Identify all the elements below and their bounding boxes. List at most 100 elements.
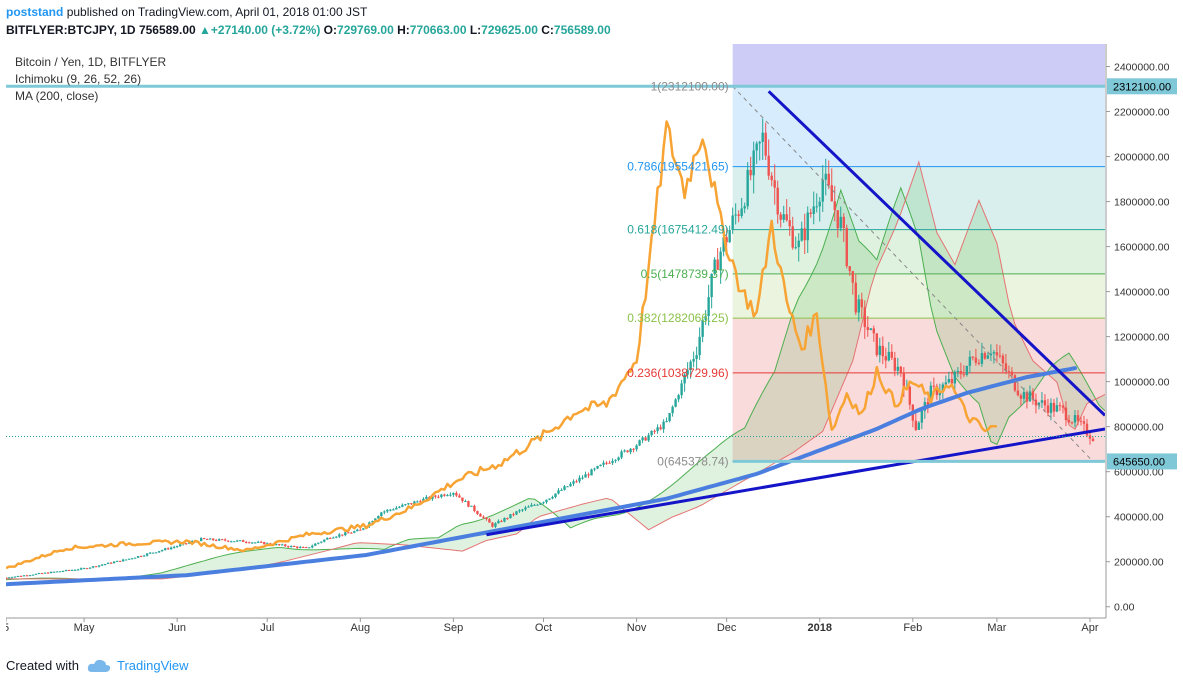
candle-body bbox=[10, 577, 14, 579]
candle-body bbox=[184, 543, 188, 545]
candle-body bbox=[719, 251, 722, 270]
created-with-label: Created with bbox=[6, 658, 79, 673]
candle-body bbox=[491, 522, 494, 527]
last-price: 756589.00 bbox=[138, 23, 196, 37]
x-tick-label: Apr bbox=[1081, 622, 1098, 634]
candle-body bbox=[980, 353, 984, 364]
candle-body bbox=[208, 538, 212, 540]
candle-body bbox=[287, 546, 290, 548]
candle-body bbox=[569, 483, 572, 487]
candle-body bbox=[347, 532, 350, 534]
author-link[interactable]: poststand bbox=[6, 5, 64, 19]
candle-body bbox=[323, 539, 326, 542]
candle-body bbox=[410, 503, 413, 505]
candle-body bbox=[920, 410, 924, 423]
candle-body bbox=[1076, 415, 1080, 421]
legend-ichimoku[interactable]: Ichimoku (9, 26, 52, 26) bbox=[15, 72, 142, 86]
candle-body bbox=[79, 568, 83, 570]
footer: Created with TradingView bbox=[6, 658, 189, 673]
candle-body bbox=[728, 230, 731, 243]
candle-body bbox=[1064, 407, 1068, 421]
candle-body bbox=[950, 378, 954, 384]
candle-body bbox=[335, 536, 338, 538]
price-change: +27140.00 (+3.72%) bbox=[210, 23, 321, 37]
candle-body bbox=[605, 462, 608, 464]
candle-body bbox=[22, 575, 26, 577]
legend-title: Bitcoin / Yen, 1D, BITFLYER bbox=[15, 55, 167, 69]
candle-body bbox=[326, 537, 329, 540]
candle-body bbox=[599, 464, 602, 467]
candle-body bbox=[1070, 422, 1074, 424]
candle-body bbox=[260, 541, 263, 543]
candle-body bbox=[797, 240, 800, 248]
fib-label-1: 1(2312100.00) bbox=[651, 79, 729, 93]
candle-body bbox=[878, 345, 881, 356]
candle-body bbox=[389, 509, 392, 511]
candle-body bbox=[548, 498, 551, 500]
candle-body bbox=[175, 546, 179, 548]
candle-body bbox=[500, 520, 503, 522]
symbol-label: BITFLYER:BTCJPY, 1D bbox=[6, 23, 136, 37]
candle-body bbox=[482, 516, 485, 518]
candle-body bbox=[875, 333, 878, 356]
candle-body bbox=[121, 559, 125, 562]
candle-body bbox=[227, 540, 230, 542]
candle-body bbox=[929, 385, 933, 406]
candle-body bbox=[488, 519, 491, 523]
candle-body bbox=[1022, 392, 1026, 399]
candle-body bbox=[758, 141, 761, 144]
candle-body bbox=[821, 179, 824, 202]
candle-body bbox=[190, 541, 194, 543]
x-tick-label: May bbox=[74, 622, 95, 634]
candle-body bbox=[941, 384, 945, 392]
candle-body bbox=[785, 214, 788, 221]
candle-body bbox=[320, 541, 323, 543]
candle-body bbox=[497, 520, 500, 524]
candle-body bbox=[575, 481, 578, 483]
x-tick-label: Jun bbox=[168, 622, 186, 634]
fib-label-0.236: 0.236(1038729.96) bbox=[627, 366, 728, 380]
candle-body bbox=[803, 228, 806, 241]
legend-ma[interactable]: MA (200, close) bbox=[15, 89, 99, 103]
x-tick-label: Nov bbox=[627, 622, 647, 634]
candle-body bbox=[755, 143, 758, 151]
candle-body bbox=[674, 399, 677, 407]
candle-body bbox=[551, 497, 554, 499]
candle-body bbox=[752, 150, 755, 176]
candle-body bbox=[563, 486, 566, 490]
candle-body bbox=[1085, 423, 1089, 436]
tradingview-link[interactable]: TradingView bbox=[116, 658, 189, 673]
candle-body bbox=[644, 437, 647, 441]
candle-body bbox=[1082, 421, 1086, 424]
price-chart[interactable]: 1(2312100.00) 0.786(1955421.65) 0.618(1675… bbox=[6, 44, 1177, 634]
candle-body bbox=[458, 495, 461, 498]
candle-body bbox=[55, 571, 59, 573]
candle-body bbox=[764, 132, 767, 156]
candle-body bbox=[205, 538, 209, 540]
candle-body bbox=[884, 356, 888, 361]
candle-body bbox=[509, 514, 512, 519]
candle-body bbox=[881, 345, 884, 357]
candle-body bbox=[109, 562, 113, 564]
candle-body bbox=[623, 450, 626, 452]
fib-top-band bbox=[732, 44, 1105, 87]
candle-body bbox=[944, 382, 948, 385]
candle-body bbox=[275, 544, 278, 546]
x-tick-label: 2018 bbox=[807, 622, 831, 634]
candle-body bbox=[749, 169, 752, 176]
close-label: C: bbox=[541, 23, 554, 37]
candle-body bbox=[860, 299, 863, 308]
candle-body bbox=[1049, 402, 1053, 413]
candle-body bbox=[818, 201, 821, 207]
chart-area[interactable]: 1(2312100.00) 0.786(1955421.65) 0.618(1675… bbox=[6, 44, 1177, 634]
tradingview-logo-icon[interactable] bbox=[87, 659, 111, 673]
high-label: H: bbox=[397, 23, 410, 37]
candle-body bbox=[914, 420, 918, 430]
fib-band-0.382 bbox=[732, 273, 1105, 319]
candle-body bbox=[791, 226, 794, 248]
candle-body bbox=[127, 558, 131, 560]
candle-body bbox=[662, 421, 665, 430]
candle-body bbox=[13, 576, 17, 578]
candle-body bbox=[338, 534, 341, 537]
candle-body bbox=[686, 370, 689, 375]
